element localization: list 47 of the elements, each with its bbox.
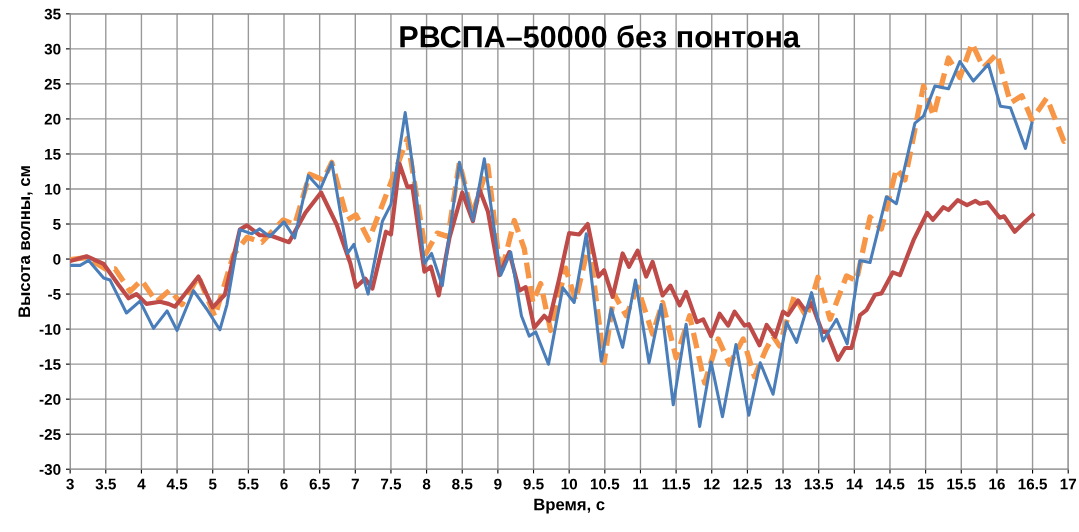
x-tick-label: 11 [633, 478, 649, 490]
chart-title: РВСПА–50000 без понтона [400, 24, 801, 48]
x-tick-label: 10 [561, 478, 578, 490]
x-tick-label: 13 [775, 478, 791, 490]
x-tick-label: 3.5 [95, 478, 116, 490]
y-tick-label: -15 [39, 359, 61, 370]
y-tick-label: 25 [44, 78, 61, 90]
x-tick-label: 17 [1060, 478, 1077, 490]
x-tick-label: 10.5 [590, 478, 620, 490]
y-tick-label: 35 [44, 8, 61, 20]
x-tick-label: 7 [351, 478, 359, 490]
x-tick-label: 16.5 [1018, 478, 1048, 490]
x-tick-label: 14 [846, 478, 863, 490]
x-tick-label: 11.5 [662, 478, 691, 490]
x-tick-label: 5.5 [238, 478, 259, 490]
x-tick-label: 6 [280, 478, 288, 490]
y-tick-label: 10 [45, 183, 61, 195]
line-series [70, 59, 1034, 429]
y-tick-label: 15 [45, 148, 61, 160]
y-tick-label: -10 [39, 323, 61, 335]
y-tick-label: 20 [44, 113, 61, 125]
y-tick-label: -5 [48, 289, 61, 300]
x-tick-label: 12 [704, 478, 720, 490]
y-tick-label: 30 [44, 43, 61, 55]
x-tick-label: 13.5 [804, 478, 834, 490]
x-tick-label: 6.5 [309, 478, 330, 490]
x-tick-label: 7.5 [380, 478, 402, 490]
x-tick-label: 3 [66, 478, 74, 490]
x-tick-label: 9.5 [523, 478, 544, 490]
x-tick-label: 9 [494, 478, 502, 490]
x-axis-title: Время, с [534, 498, 605, 514]
x-tick-label: 4 [137, 478, 146, 490]
y-tick-label: -30 [39, 464, 61, 475]
x-tick-label: 8.5 [452, 478, 473, 490]
y-axis-title: Высота волны, см [18, 166, 33, 317]
x-tick-label: 12.5 [733, 478, 762, 490]
y-tick-label: 5 [53, 219, 61, 230]
x-tick-label: 15 [918, 478, 934, 490]
y-tick-label: 0 [53, 253, 61, 265]
x-tick-label: 8 [422, 478, 431, 490]
x-tick-label: 5 [208, 478, 217, 490]
x-tick-label: 4.5 [166, 478, 188, 490]
y-tick-label: -25 [39, 429, 61, 440]
x-tick-label: 14.5 [876, 478, 905, 490]
y-tick-label: -20 [39, 394, 61, 405]
x-tick-label: 16 [989, 478, 1005, 490]
x-tick-label: 15.5 [947, 478, 976, 490]
